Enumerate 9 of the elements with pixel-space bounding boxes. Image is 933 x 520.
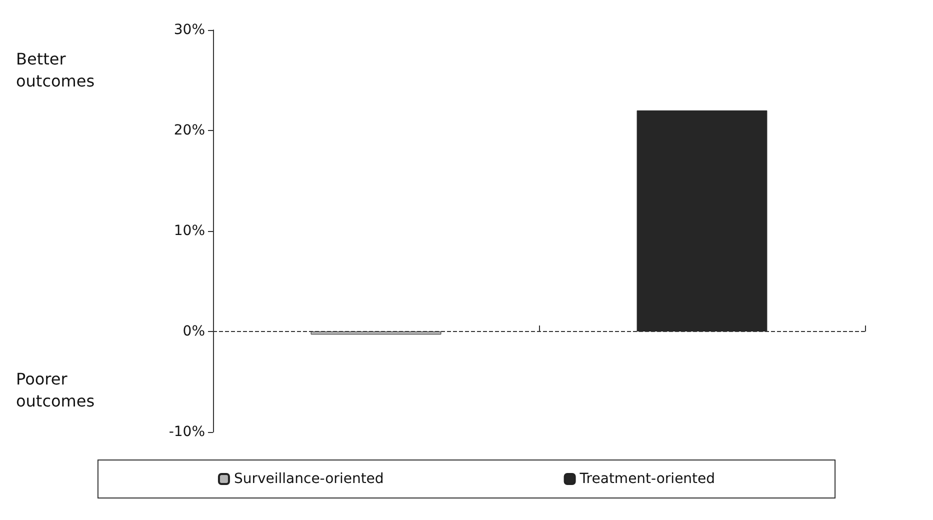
text: Poorer outcomes [16, 370, 95, 410]
legend-label: Surveillance-oriented [234, 471, 384, 487]
y-tick-label: -10% [168, 424, 205, 440]
legend-label: Treatment-oriented [578, 471, 716, 487]
y-tick-label: 20% [174, 122, 205, 138]
text: Better outcomes [16, 50, 95, 90]
y-tick-label: 0% [182, 324, 205, 340]
y-tick-label: 30% [174, 22, 205, 38]
y-tick-label: 10% [174, 223, 205, 239]
